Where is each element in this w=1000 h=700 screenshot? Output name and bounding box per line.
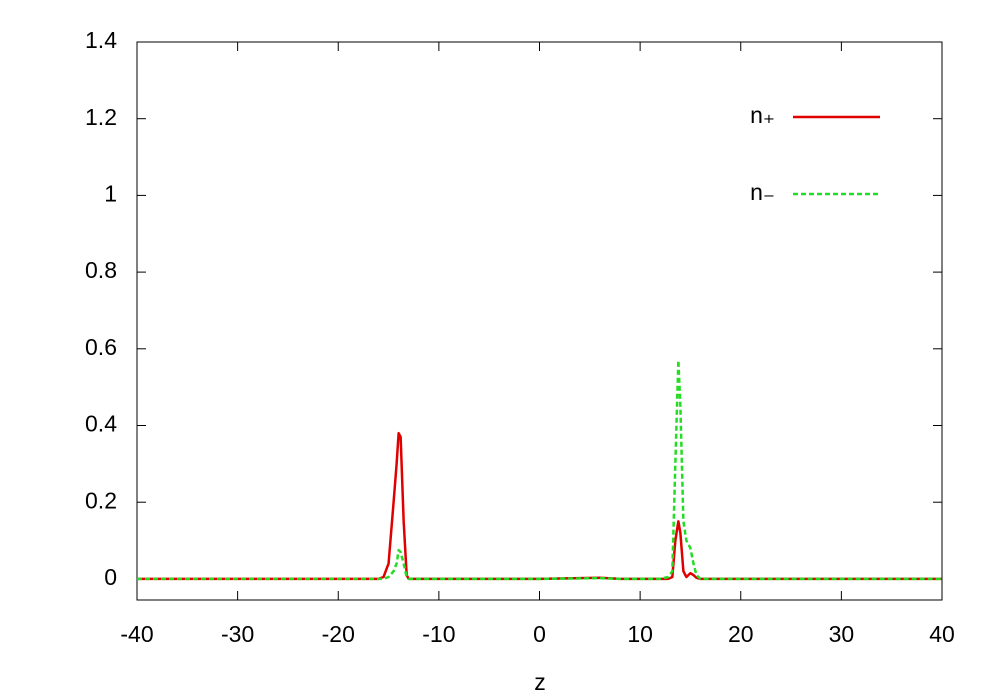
y-tick-label: 0.6 xyxy=(85,334,117,360)
x-tick-label: -30 xyxy=(221,621,254,647)
y-tick-label: 1.2 xyxy=(85,104,117,130)
x-axis-label: z xyxy=(534,669,546,695)
x-tick-label: 30 xyxy=(829,621,855,647)
series-line xyxy=(137,431,942,581)
x-tick-label: -40 xyxy=(120,621,153,647)
y-tick-label: 1.4 xyxy=(85,27,117,53)
series-line xyxy=(137,359,942,581)
legend-label: n₊ xyxy=(750,102,775,128)
x-tick-label: 10 xyxy=(627,621,653,647)
x-tick-label: -20 xyxy=(322,621,355,647)
plot-frame xyxy=(136,41,943,601)
x-tick-label: -10 xyxy=(422,621,455,647)
y-tick-label: 0.2 xyxy=(85,487,117,513)
x-tick-label: 20 xyxy=(728,621,754,647)
y-tick-label: 0 xyxy=(104,564,117,590)
x-tick-label: 0 xyxy=(533,621,546,647)
legend-label: n₋ xyxy=(750,179,775,205)
y-tick-label: 1 xyxy=(104,180,117,206)
y-tick-label: 0.8 xyxy=(85,257,117,283)
y-tick-label: 0.4 xyxy=(85,411,117,437)
x-tick-label: 40 xyxy=(929,621,955,647)
